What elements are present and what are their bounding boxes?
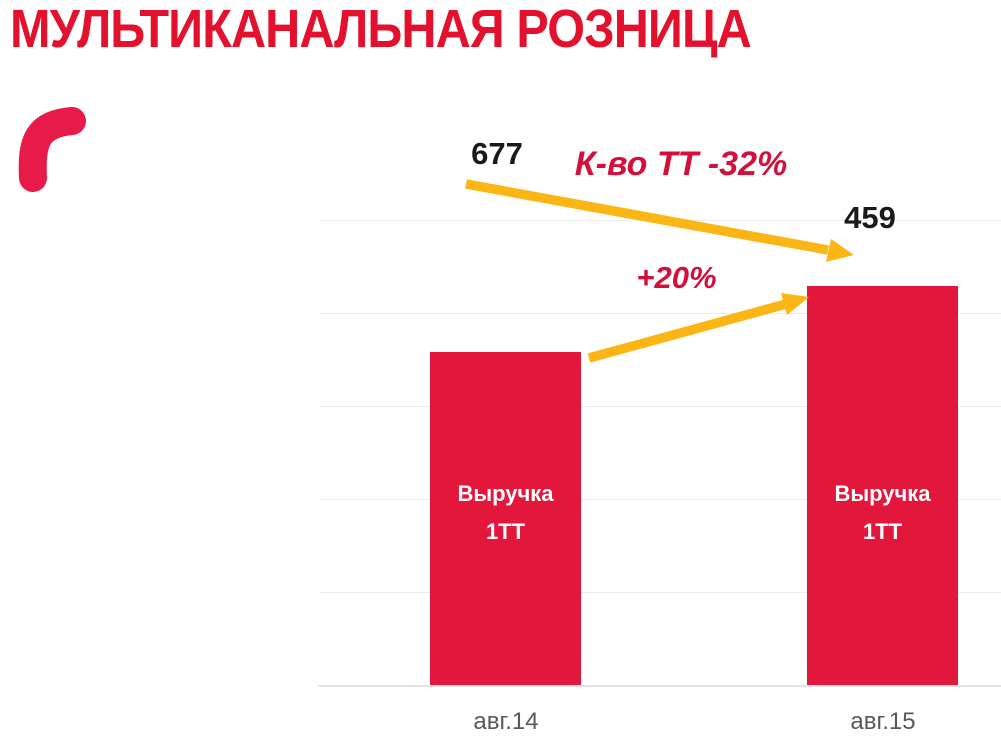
gridline <box>320 499 1001 500</box>
store-count-aug14: 677 <box>471 136 523 171</box>
x-axis-label-aug15: авг.15 <box>850 708 916 735</box>
decline-arrow <box>465 179 854 262</box>
page-title: МУЛЬТИКАНАЛЬНАЯ РОЗНИЦА <box>10 0 752 59</box>
gridline <box>320 406 1001 407</box>
bar-revenue-aug15 <box>807 286 958 685</box>
x-axis-line <box>318 685 1001 687</box>
growth-arrow <box>587 293 809 363</box>
store-count-aug15: 459 <box>844 200 896 235</box>
bar-label-line2: 1ТТ <box>485 519 526 544</box>
bar-revenue-aug14 <box>430 352 581 685</box>
bar-label-line2: 1ТТ <box>862 519 903 544</box>
annotation-store-count-change: К-во ТТ -32% <box>574 145 788 183</box>
bar-label-line1: Выручка <box>834 481 931 506</box>
bar-inner-label-aug14: Выручка 1ТТ <box>430 481 581 545</box>
bar-inner-label-aug15: Выручка 1ТТ <box>807 481 958 545</box>
logo-swoosh-icon <box>18 107 86 192</box>
gridline <box>320 592 1001 593</box>
bar-label-line1: Выручка <box>457 481 554 506</box>
annotation-revenue-change: +20% <box>636 260 717 295</box>
x-axis-label-aug14: авг.14 <box>473 708 539 735</box>
